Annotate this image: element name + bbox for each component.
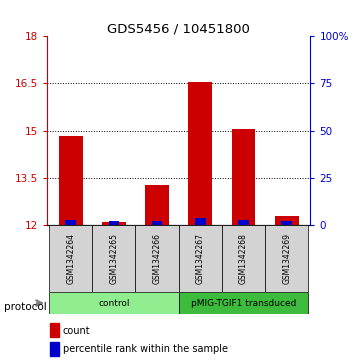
Text: GSM1342267: GSM1342267 (196, 233, 205, 284)
Text: GSM1342266: GSM1342266 (153, 233, 162, 284)
Bar (232, 129, 255, 225)
Title: GDS5456 / 10451800: GDS5456 / 10451800 (107, 22, 250, 35)
Bar (109, 221, 119, 225)
Bar (49, 323, 59, 338)
Bar (49, 225, 92, 292)
Bar (65, 220, 76, 225)
Bar (49, 292, 179, 314)
Bar (135, 225, 179, 292)
Text: pMIG-TGIF1 transduced: pMIG-TGIF1 transduced (191, 299, 296, 307)
Text: GSM1342265: GSM1342265 (109, 233, 118, 284)
Bar (281, 221, 292, 225)
Bar (102, 222, 126, 225)
Bar (238, 220, 249, 225)
Bar (152, 221, 162, 225)
Bar (195, 218, 206, 225)
Bar (49, 342, 59, 356)
Bar (59, 136, 83, 225)
Text: count: count (63, 326, 90, 336)
Bar (179, 225, 222, 292)
Text: GSM1342268: GSM1342268 (239, 233, 248, 284)
Bar (179, 292, 308, 314)
Text: percentile rank within the sample: percentile rank within the sample (63, 344, 228, 354)
Bar (92, 225, 135, 292)
Bar (265, 225, 308, 292)
Text: control: control (98, 299, 130, 307)
Text: GSM1342264: GSM1342264 (66, 233, 75, 284)
Bar (145, 185, 169, 225)
Bar (275, 216, 299, 225)
Text: protocol: protocol (4, 302, 46, 312)
Bar (188, 82, 212, 225)
Text: GSM1342269: GSM1342269 (282, 233, 291, 284)
Bar (222, 225, 265, 292)
